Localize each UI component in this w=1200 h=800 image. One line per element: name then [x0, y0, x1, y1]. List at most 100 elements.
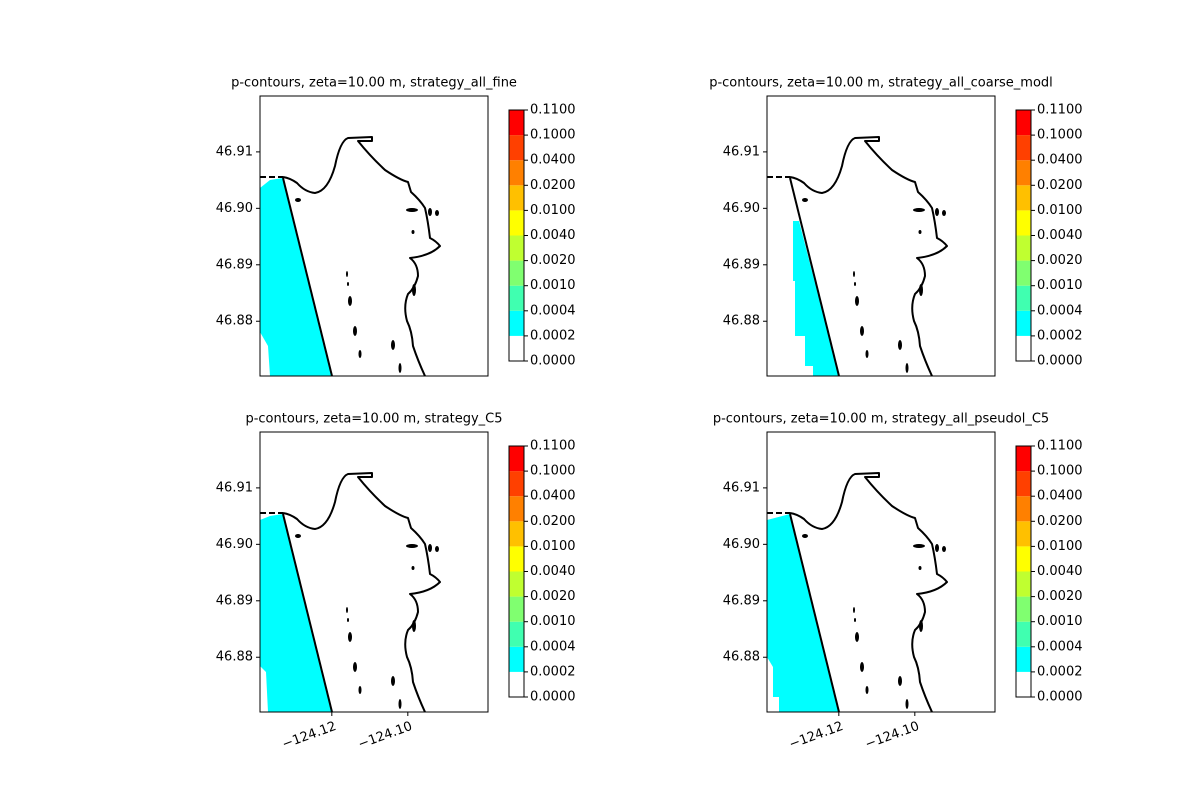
colorbar-segment — [509, 571, 524, 597]
colorbar-segment — [509, 310, 524, 336]
subplot-title: p-contours, zeta=10.00 m, strategy_C5 — [245, 412, 502, 427]
y-tick-label: 46.91 — [723, 144, 760, 159]
colorbar-segment — [1016, 596, 1031, 622]
colorbar-tick-label: 0.0200 — [530, 178, 576, 193]
y-tick-label: 46.90 — [216, 537, 253, 552]
colorbar-tick-label: 0.0000 — [530, 354, 576, 369]
y-tick-label: 46.89 — [216, 593, 253, 608]
colorbar-tick-label: 0.1100 — [1037, 103, 1083, 118]
colorbar-segment — [1016, 571, 1031, 597]
colorbar-tick-label: 0.0040 — [1037, 564, 1083, 579]
colorbar-segment — [1016, 285, 1031, 311]
colorbar-segment — [1016, 210, 1031, 236]
colorbar-segment — [1016, 260, 1031, 286]
colorbar-segment — [1016, 135, 1031, 161]
colorbar-segment — [1016, 335, 1031, 361]
colorbar-segment — [1016, 110, 1031, 136]
colorbar-tick-label: 0.0000 — [530, 690, 576, 705]
colorbar-tick-label: 0.0100 — [1037, 203, 1083, 218]
colorbar-segment — [509, 210, 524, 236]
colorbar-tick-label: 0.1000 — [530, 464, 576, 479]
y-tick-label: 46.91 — [216, 480, 253, 495]
colorbar-tick-label: 0.0020 — [1037, 253, 1083, 268]
colorbar-tick-label: 0.0004 — [530, 303, 576, 318]
colorbar-segment — [509, 110, 524, 136]
y-tick-label: 46.89 — [216, 257, 253, 272]
contour-fill — [793, 221, 839, 376]
colorbar-tick-label: 0.0100 — [1037, 539, 1083, 554]
colorbar-segment — [509, 546, 524, 572]
contour-fill — [260, 178, 332, 376]
y-tick-label: 46.88 — [216, 650, 253, 665]
subplot-title: p-contours, zeta=10.00 m, strategy_all_c… — [709, 76, 1053, 91]
colorbar-segment — [509, 671, 524, 697]
colorbar-tick-label: 0.0040 — [1037, 228, 1083, 243]
colorbar-tick-label: 0.0020 — [530, 589, 576, 604]
y-tick-label: 46.88 — [723, 650, 760, 665]
colorbar-segment — [509, 185, 524, 211]
y-tick-label: 46.90 — [723, 201, 760, 216]
colorbar-tick-label: 0.0010 — [530, 278, 576, 293]
colorbar-tick-label: 0.0040 — [530, 228, 576, 243]
colorbar-segment — [1016, 471, 1031, 497]
y-tick-label: 46.90 — [216, 201, 253, 216]
colorbar-tick-label: 0.0002 — [1037, 328, 1083, 343]
colorbar-segment — [509, 160, 524, 186]
colorbar-tick-label: 0.0004 — [530, 639, 576, 654]
colorbar-tick-label: 0.1000 — [1037, 128, 1083, 143]
colorbar-segment — [1016, 621, 1031, 647]
colorbar-tick-label: 0.0002 — [530, 664, 576, 679]
colorbar-tick-label: 0.0200 — [1037, 178, 1083, 193]
colorbar-tick-label: 0.1100 — [530, 439, 576, 454]
colorbar-tick-label: 0.0020 — [530, 253, 576, 268]
colorbar-tick-label: 0.0004 — [1037, 639, 1083, 654]
colorbar-segment — [1016, 646, 1031, 672]
colorbar-segment — [509, 471, 524, 497]
colorbar-tick-label: 0.0010 — [530, 614, 576, 629]
contour-fill — [767, 514, 839, 712]
colorbar-tick-label: 0.0004 — [1037, 303, 1083, 318]
y-tick-label: 46.88 — [216, 314, 253, 329]
x-tick-label: −124.10 — [863, 719, 921, 752]
colorbar-tick-label: 0.0010 — [1037, 278, 1083, 293]
subplot: p-contours, zeta=10.00 m, strategy_all_c… — [709, 76, 1083, 377]
colorbar-tick-label: 0.1000 — [1037, 464, 1083, 479]
colorbar-segment — [509, 496, 524, 522]
colorbar-segment — [509, 335, 524, 361]
colorbar-segment — [1016, 671, 1031, 697]
axes-frame — [259, 431, 489, 713]
colorbar-segment — [1016, 160, 1031, 186]
colorbar-tick-label: 0.0010 — [1037, 614, 1083, 629]
colorbar-tick-label: 0.1100 — [530, 103, 576, 118]
x-tick-label: −124.12 — [280, 719, 338, 752]
axes-frame — [259, 95, 489, 377]
colorbar-tick-label: 0.0400 — [1037, 153, 1083, 168]
colorbar-segment — [509, 135, 524, 161]
subplot: p-contours, zeta=10.00 m, strategy_all_p… — [713, 412, 1083, 753]
colorbar-segment — [509, 621, 524, 647]
colorbar-tick-label: 0.0002 — [1037, 664, 1083, 679]
colorbar-tick-label: 0.0000 — [1037, 690, 1083, 705]
contour-fill — [260, 514, 332, 712]
colorbar-segment — [509, 260, 524, 286]
y-tick-label: 46.89 — [723, 593, 760, 608]
colorbar-segment — [509, 446, 524, 472]
subplot-title: p-contours, zeta=10.00 m, strategy_all_f… — [231, 76, 517, 91]
colorbar-segment — [509, 521, 524, 547]
subplot: p-contours, zeta=10.00 m, strategy_C5 46.… — [216, 412, 576, 753]
colorbar-tick-label: 0.0002 — [530, 328, 576, 343]
colorbar-segment — [1016, 310, 1031, 336]
colorbar-tick-label: 0.0040 — [530, 564, 576, 579]
colorbar-tick-label: 0.0400 — [530, 489, 576, 504]
colorbar-tick-label: 0.0100 — [530, 203, 576, 218]
y-tick-label: 46.90 — [723, 537, 760, 552]
colorbar-segment — [509, 646, 524, 672]
subplot: p-contours, zeta=10.00 m, strategy_all_f… — [216, 76, 576, 377]
colorbar-segment — [509, 235, 524, 261]
x-tick-label: −124.12 — [787, 719, 845, 752]
colorbar-segment — [1016, 235, 1031, 261]
colorbar-tick-label: 0.0400 — [530, 153, 576, 168]
colorbar-tick-label: 0.0020 — [1037, 589, 1083, 604]
colorbar-tick-label: 0.0400 — [1037, 489, 1083, 504]
